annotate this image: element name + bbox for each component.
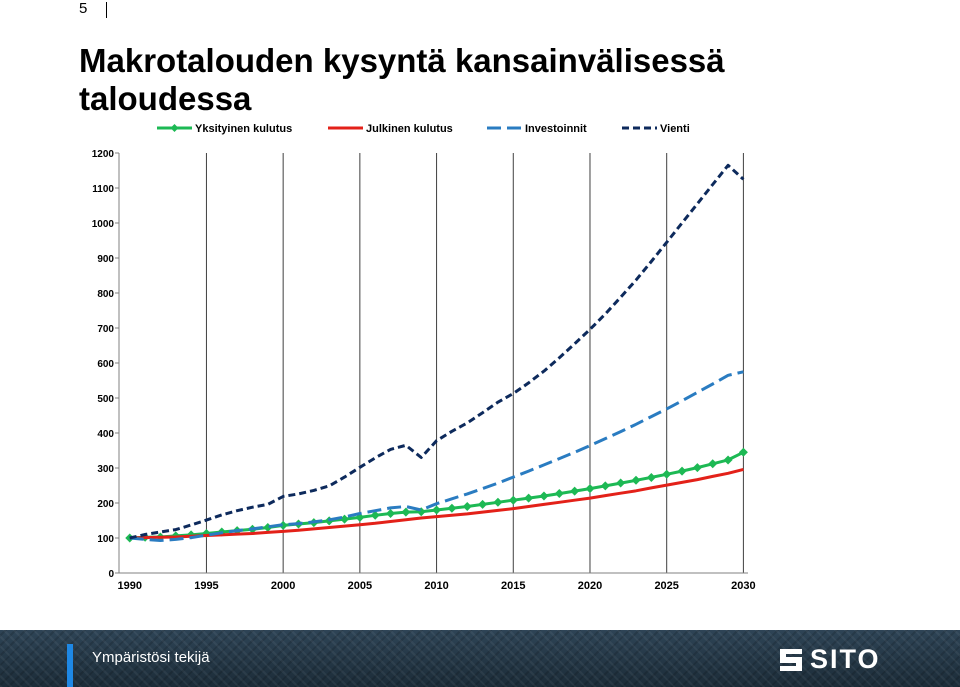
- data-point-marker: [524, 493, 534, 503]
- data-point-marker: [662, 469, 672, 479]
- legend-label: Investoinnit: [525, 123, 587, 135]
- footer-bar: Ympäristösi tekijä SITO: [0, 630, 960, 687]
- x-tick-label: 2030: [731, 580, 755, 592]
- data-point-marker: [462, 502, 472, 511]
- data-point-marker: [708, 459, 718, 469]
- chart-legend: Yksityinen kulutus Julkinen kulutus Invest…: [157, 123, 690, 135]
- legend-marker: [170, 124, 179, 132]
- y-tick-label: 1000: [92, 219, 115, 230]
- y-tick-label: 600: [97, 359, 114, 370]
- footer-accent-bar: [67, 644, 73, 687]
- x-tick-label: 2015: [501, 580, 525, 592]
- y-tick-label: 500: [97, 394, 114, 405]
- y-tick-label: 700: [97, 324, 114, 335]
- legend-label: Yksityinen kulutus: [195, 123, 292, 135]
- line-chart: 1990 1995 2000 2005 2010 2015 2020 2025 2030 0 100…: [92, 123, 756, 592]
- data-point-marker: [616, 478, 626, 488]
- data-point-marker: [447, 503, 457, 513]
- logo-text: SITO: [810, 644, 881, 674]
- data-point-marker: [493, 497, 503, 507]
- y-tick-label: 300: [97, 464, 114, 475]
- legend-label: Julkinen kulutus: [366, 123, 453, 135]
- data-point-marker: [401, 507, 411, 517]
- x-tick-label: 2025: [654, 580, 678, 592]
- data-point-marker: [278, 520, 288, 530]
- x-tick-label: 2005: [348, 580, 372, 592]
- data-point-marker: [600, 481, 610, 491]
- page-number-divider: [106, 2, 107, 18]
- data-point-marker: [432, 505, 442, 515]
- chart-axes: 1990 1995 2000 2005 2010 2015 2020 2025 2030 0 100…: [92, 149, 756, 592]
- x-tick-label: 2000: [271, 580, 295, 592]
- x-tick-label: 2010: [424, 580, 448, 592]
- footer-tagline: Ympäristösi tekijä: [92, 649, 210, 666]
- data-point-marker: [723, 455, 733, 465]
- legend-label: Vienti: [660, 123, 690, 135]
- y-tick-label: 1100: [92, 184, 114, 195]
- series-line-investoinnit: [129, 370, 744, 542]
- chart-grid: [205, 153, 744, 573]
- y-tick-label: 200: [97, 499, 114, 510]
- y-tick-label: 800: [97, 289, 114, 300]
- data-point-marker: [570, 486, 580, 496]
- data-point-marker: [508, 495, 518, 505]
- x-tick-label: 1995: [194, 580, 218, 592]
- data-point-marker: [478, 499, 488, 509]
- data-point-marker: [646, 472, 656, 482]
- data-point-marker: [340, 514, 350, 524]
- chart-series: [125, 163, 748, 543]
- data-point-marker: [738, 447, 748, 457]
- series-line-vienti: [129, 163, 745, 540]
- data-point-marker: [585, 484, 595, 494]
- y-tick-label: 900: [97, 254, 114, 265]
- y-tick-label: 1200: [92, 149, 115, 160]
- x-tick-label: 2020: [578, 580, 602, 592]
- sito-logo-mark-icon: [780, 649, 802, 671]
- data-point-marker: [554, 489, 564, 499]
- data-point-marker: [539, 491, 549, 501]
- x-tick-label: 1990: [117, 580, 141, 592]
- data-point-marker: [370, 510, 380, 520]
- y-tick-label: 100: [97, 534, 114, 545]
- slide-title: Makrotalouden kysyntä kansainvälisessä t…: [79, 42, 725, 117]
- y-tick-label: 0: [108, 569, 114, 580]
- sito-logo: SITO: [776, 644, 896, 675]
- data-point-marker: [692, 463, 702, 473]
- series-line-julkinen-kulutus: [129, 467, 744, 540]
- data-point-marker: [631, 475, 641, 485]
- page-number: 5: [79, 0, 88, 17]
- y-tick-label: 400: [97, 429, 114, 440]
- data-point-marker: [386, 509, 396, 518]
- data-point-marker: [677, 466, 687, 476]
